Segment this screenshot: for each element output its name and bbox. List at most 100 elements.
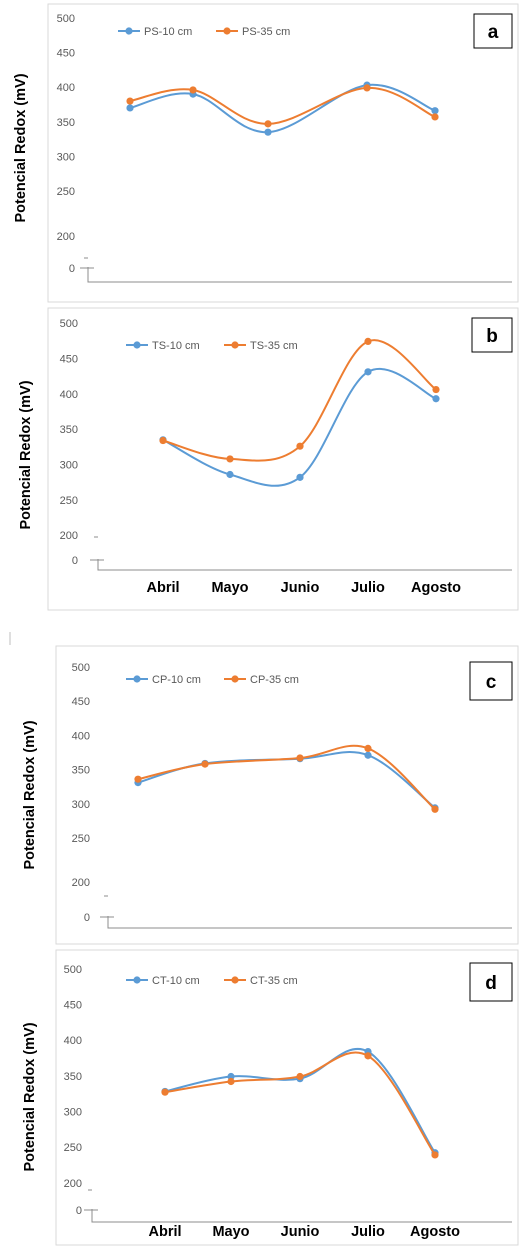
y-tick-label: 0 [76,1205,82,1217]
panel-tag-box [469,661,513,701]
legend-marker-0 [133,976,141,984]
panel-tag: d [485,973,497,994]
data-point [264,128,272,136]
legend-label: CT-10 cm [152,975,200,987]
data-point [126,104,134,112]
y-tick-label: 500 [72,662,90,674]
legend-marker-1 [231,675,239,683]
y-axis-label: Potencial Redox (mV) [13,73,29,222]
y-tick-label: 450 [57,48,75,60]
y-tick-label: 350 [57,117,75,129]
data-point [431,805,439,813]
y-tick-label: 450 [64,1000,82,1012]
y-tick-label: 300 [57,151,75,163]
y-axis-label: Potencial Redox (mV) [22,720,38,869]
panel-tag-box [469,962,513,1002]
legend-marker-0 [133,341,141,349]
x-tick-label: Abril [146,580,179,596]
x-axis-line [91,1209,512,1223]
x-tick-label: Julio [351,580,385,596]
y-tick-label: 500 [64,964,82,976]
data-point [226,455,234,463]
y-tick-label: 250 [72,833,90,845]
legend-label: TS-35 cm [250,340,298,352]
legend-label: CT-35 cm [250,975,298,987]
legend-marker-0 [125,27,133,35]
panel-frame [47,3,519,303]
legend-marker-1 [231,976,239,984]
y-tick-label: 400 [72,730,90,742]
data-point [431,1151,439,1159]
data-point [227,1072,235,1081]
y-axis-label: Potencial Redox (mV) [18,380,34,529]
y-tick-label: 400 [57,82,75,94]
data-point [264,120,272,128]
legend-marker-1 [223,27,231,35]
data-point [363,84,371,92]
data-point [432,395,440,403]
legend-label: CP-35 cm [250,674,299,686]
y-tick-label: 300 [60,460,78,472]
y-tick-label: 0 [69,263,75,275]
chart-panel-d: Potencial Redox (mV) 500 450 400 350 300 250 20… [22,949,519,1246]
data-point [226,470,234,479]
x-tick-label: Agosto [411,580,461,596]
data-point [296,1072,304,1081]
legend-label: PS-10 cm [144,26,192,38]
chart-panel-a: Potencial Redox (mV) 500 450 400 350 300 250 20… [13,3,519,303]
y-tick-label: 200 [64,1178,82,1190]
panel-frame [55,645,519,945]
x-tick-label: Mayo [211,580,248,596]
data-point [161,1088,169,1096]
y-tick-label: 450 [60,353,78,365]
y-tick-label: 400 [64,1035,82,1047]
panel-frame [47,307,519,611]
y-tick-label: 500 [60,318,78,330]
data-point [126,97,134,105]
data-point [431,113,439,121]
data-point [189,86,197,94]
data-point [364,337,372,346]
y-tick-label: 350 [72,765,90,777]
panel-tag: b [486,326,498,347]
chart-panel-c: Potencial Redox (mV) 500 450 400 350 300 250 20… [22,645,519,945]
y-tick-label: 250 [64,1142,82,1154]
panel-tag-box [473,13,513,49]
data-point [201,760,209,768]
x-axis-line [107,916,512,929]
data-point [134,775,142,783]
legend-marker-1 [231,341,239,349]
y-tick-label: 200 [57,231,75,243]
x-tick-label: Abril [148,1224,181,1240]
data-point [432,385,440,394]
x-axis-line [87,267,512,283]
x-tick-label: Junio [281,1224,320,1240]
y-tick-label: 450 [72,696,90,708]
panel-tag-box [471,317,513,353]
panel-tag: a [488,22,499,43]
data-point [296,754,304,762]
y-axis-label: Potencial Redox (mV) [22,1022,38,1171]
x-tick-label: Julio [351,1224,385,1240]
x-tick-label: Mayo [212,1224,249,1240]
legend-label: TS-10 cm [152,340,200,352]
legend-label: PS-35 cm [242,26,290,38]
y-tick-label: 0 [72,555,78,567]
series-line-0 [164,1048,436,1154]
y-tick-label: 350 [64,1071,82,1083]
legend-label: CP-10 cm [152,674,201,686]
x-tick-label: Junio [281,580,320,596]
data-point [296,442,304,450]
data-point [364,1052,372,1060]
legend-marker-0 [133,675,141,683]
chart-panel-b: Potencial Redox (mV) 500 450 400 350 300 250 20… [18,307,519,611]
y-tick-label: 300 [64,1106,82,1118]
y-tick-label: 350 [60,424,78,436]
y-tick-label: 500 [57,13,75,25]
series-line-1 [162,339,437,462]
data-point [227,1077,235,1086]
y-tick-label: 0 [84,912,90,924]
series-line-1 [164,1051,436,1156]
data-point [364,368,372,376]
data-point [159,436,167,445]
